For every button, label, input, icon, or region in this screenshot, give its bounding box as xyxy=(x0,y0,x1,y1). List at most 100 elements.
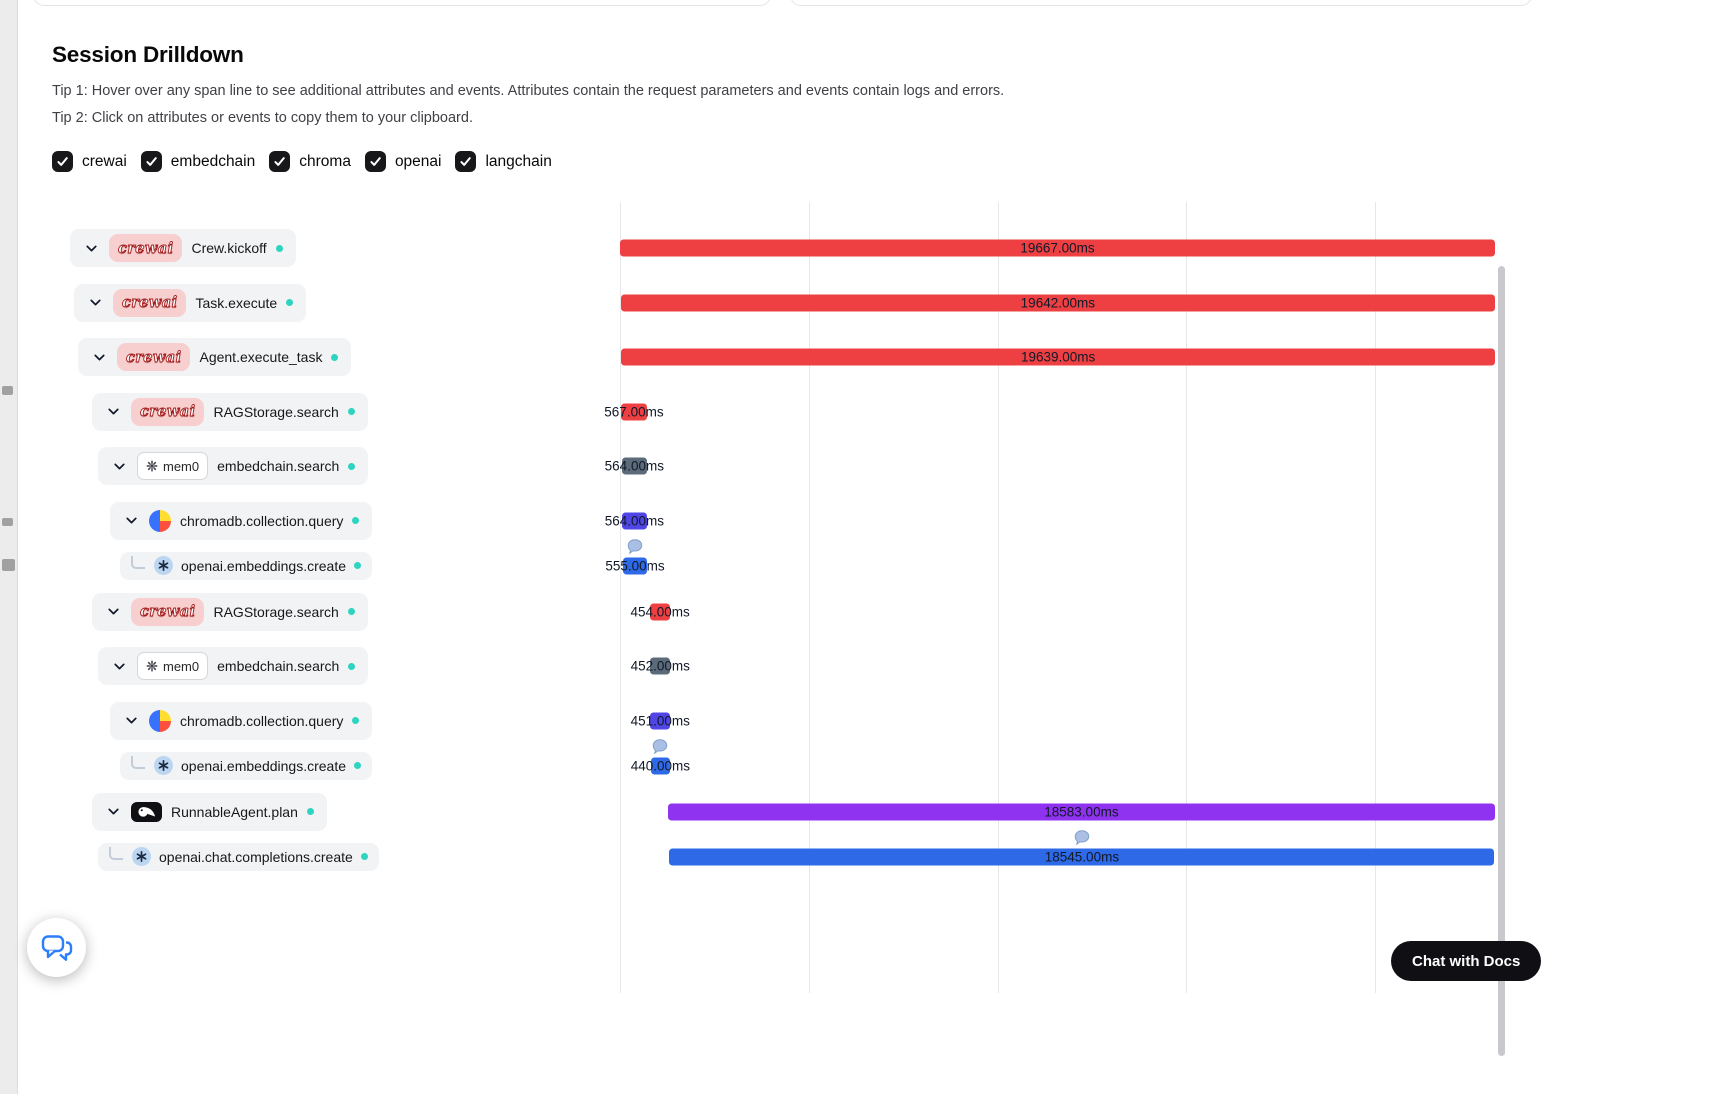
span-duration-label: 19639.00ms xyxy=(1020,349,1096,365)
span-duration-bar[interactable] xyxy=(650,757,671,774)
span-duration-bar[interactable] xyxy=(650,712,671,729)
status-dot xyxy=(354,562,362,569)
tree-elbow-connector xyxy=(131,555,145,569)
chevron-down-icon[interactable] xyxy=(111,458,128,475)
mem0-label: mem0 xyxy=(163,658,200,674)
span-name: RAGStorage.search xyxy=(213,603,339,620)
span-label-pill[interactable]: chromadb.collection.query xyxy=(110,501,373,540)
span-label-pill[interactable]: crewai RAGStorage.search xyxy=(92,592,368,631)
span-row-openai.embeddings.create: openai.embeddings.create 440.00ms xyxy=(0,739,1540,788)
span-label-pill[interactable]: chromadb.collection.query xyxy=(110,701,373,740)
filter-langchain[interactable]: langchain xyxy=(455,151,552,172)
span-name: embedchain.search xyxy=(217,658,340,674)
span-label-pill[interactable]: openai.chat.completions.create xyxy=(98,842,379,871)
chevron-down-icon[interactable] xyxy=(123,512,140,529)
span-duration-label: 451.00ms xyxy=(630,713,690,728)
chat-widget-button[interactable] xyxy=(27,918,86,977)
span-duration-label: 567.00ms xyxy=(604,404,664,419)
chevron-down-icon[interactable] xyxy=(105,603,122,620)
event-marker-icon[interactable] xyxy=(627,538,644,555)
status-dot xyxy=(360,853,368,860)
span-duration-bar[interactable] xyxy=(621,348,1495,366)
span-label-pill[interactable]: openai.embeddings.create xyxy=(120,551,373,580)
span-duration-label: 454.00ms xyxy=(630,604,690,619)
span-label-pill[interactable]: mem0 embedchain.search xyxy=(98,647,369,685)
filter-openai[interactable]: openai xyxy=(364,151,441,172)
checkbox-langchain[interactable] xyxy=(455,151,477,172)
status-dot xyxy=(347,608,355,615)
tip-1: Tip 1: Hover over any span line to see a… xyxy=(52,83,1005,99)
span-label-pill[interactable]: crewai RAGStorage.search xyxy=(92,392,368,431)
span-duration-bar[interactable] xyxy=(620,239,1495,257)
cropped-glyph xyxy=(2,518,13,526)
status-dot xyxy=(352,717,360,724)
span-row-embedchain.search: mem0 embedchain.search 452.00ms xyxy=(0,639,1540,693)
span-duration-label: 18583.00ms xyxy=(1044,804,1119,819)
span-label-pill[interactable]: openai.embeddings.create xyxy=(120,751,373,780)
filter-crewai[interactable]: crewai xyxy=(52,151,127,172)
checkbox-embedchain[interactable] xyxy=(140,151,162,172)
span-name: openai.chat.completions.create xyxy=(159,848,353,865)
vertical-scrollbar-thumb[interactable] xyxy=(1498,266,1505,1056)
span-duration-bar[interactable] xyxy=(621,512,647,529)
status-dot xyxy=(354,762,362,769)
span-name: Crew.kickoff xyxy=(191,240,267,256)
span-duration-bar[interactable] xyxy=(622,557,648,574)
status-dot xyxy=(347,408,355,415)
chevron-down-icon[interactable] xyxy=(87,294,104,311)
span-duration-bar[interactable] xyxy=(620,294,1495,311)
filter-label: crewai xyxy=(82,152,127,170)
status-dot xyxy=(331,353,339,361)
chevron-down-icon[interactable] xyxy=(111,658,128,675)
span-row-Agent.execute_task: crewai Agent.execute_task 19639.00ms xyxy=(0,330,1540,384)
status-dot xyxy=(306,808,314,815)
chevron-down-icon[interactable] xyxy=(105,403,122,420)
span-duration-bar[interactable] xyxy=(621,403,647,420)
span-row-RunnableAgent.plan: RunnableAgent.plan 18583.00ms xyxy=(0,785,1540,839)
checkbox-crewai[interactable] xyxy=(52,151,73,172)
chat-with-docs-button[interactable]: Chat with Docs xyxy=(1391,941,1542,981)
crewai-logo-badge: crewai xyxy=(109,234,183,262)
filter-label: chroma xyxy=(299,152,351,170)
span-duration-bar[interactable] xyxy=(650,603,671,620)
span-row-openai.embeddings.create: openai.embeddings.create 555.00ms xyxy=(0,539,1540,588)
filter-embedchain[interactable]: embedchain xyxy=(140,151,255,172)
chevron-down-icon[interactable] xyxy=(83,240,100,257)
langchain-parrot-icon xyxy=(131,801,162,822)
page-title: Session Drilldown xyxy=(52,42,244,67)
chevron-down-icon[interactable] xyxy=(105,803,122,820)
filter-chroma[interactable]: chroma xyxy=(269,151,351,172)
checkbox-openai[interactable] xyxy=(364,151,386,172)
mem0-label: mem0 xyxy=(163,458,200,474)
checkbox-chroma[interactable] xyxy=(269,151,291,172)
span-duration-bar[interactable] xyxy=(669,848,1495,865)
span-name: openai.embeddings.create xyxy=(181,557,347,574)
openai-icon xyxy=(154,556,173,575)
chevron-down-icon[interactable] xyxy=(123,712,140,729)
openai-icon xyxy=(154,756,173,775)
span-name: chromadb.collection.query xyxy=(180,712,344,729)
provider-filter-group: crewai embedchain chroma openai langchain xyxy=(52,151,552,172)
span-duration-label: 19667.00ms xyxy=(1020,240,1095,256)
event-marker-icon[interactable] xyxy=(652,738,669,755)
span-duration-bar[interactable] xyxy=(668,803,1495,820)
span-duration-bar[interactable] xyxy=(650,657,671,675)
span-row-chromadb.collection.query: chromadb.collection.query 564.00ms xyxy=(0,494,1540,548)
span-duration-label: 564.00ms xyxy=(604,513,665,528)
chevron-down-icon[interactable] xyxy=(91,349,108,366)
span-label-pill[interactable]: mem0 embedchain.search xyxy=(98,447,369,485)
mem0-logo-badge: mem0 xyxy=(137,452,209,480)
span-label-pill[interactable]: crewai Agent.execute_task xyxy=(78,338,352,376)
span-row-chromadb.collection.query: chromadb.collection.query 451.00ms xyxy=(0,694,1540,748)
mem0-gear-icon xyxy=(146,660,158,672)
span-label-pill[interactable]: crewai Task.execute xyxy=(74,283,307,322)
timeline-gridline xyxy=(808,202,810,993)
event-marker-icon[interactable] xyxy=(1073,829,1090,846)
mem0-gear-icon xyxy=(146,460,158,472)
timeline-gridline xyxy=(1375,202,1376,993)
span-label-pill[interactable]: crewai Crew.kickoff xyxy=(70,229,296,267)
span-duration-bar[interactable] xyxy=(621,457,647,475)
span-label-pill[interactable]: RunnableAgent.plan xyxy=(92,792,327,831)
cropped-glyph xyxy=(2,386,13,395)
filter-label: langchain xyxy=(485,152,552,170)
